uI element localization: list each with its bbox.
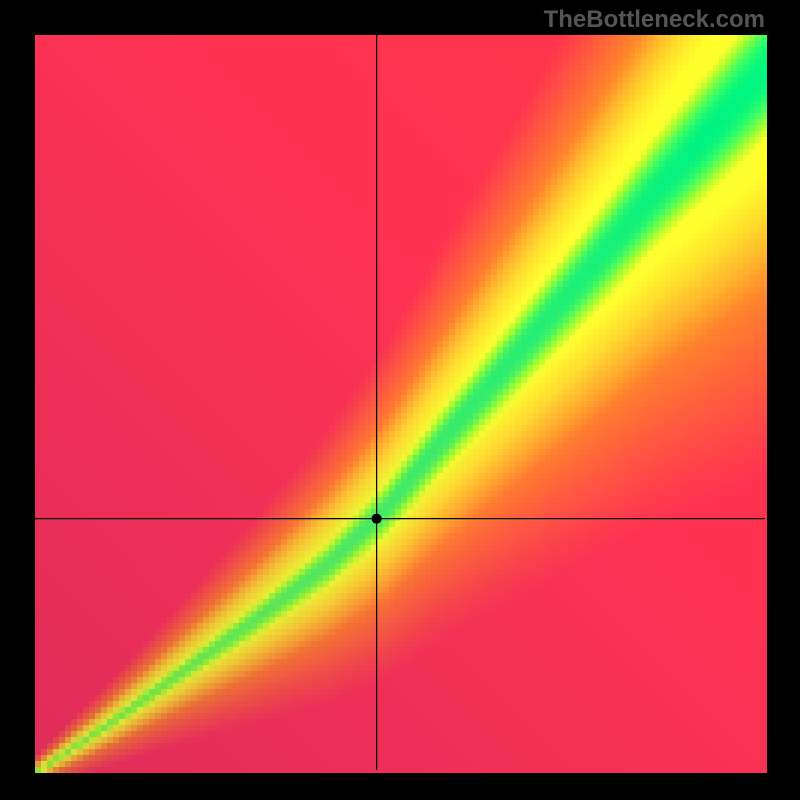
chart-container: TheBottleneck.com [0,0,800,800]
bottleneck-heatmap [0,0,800,800]
watermark-text: TheBottleneck.com [544,6,765,34]
